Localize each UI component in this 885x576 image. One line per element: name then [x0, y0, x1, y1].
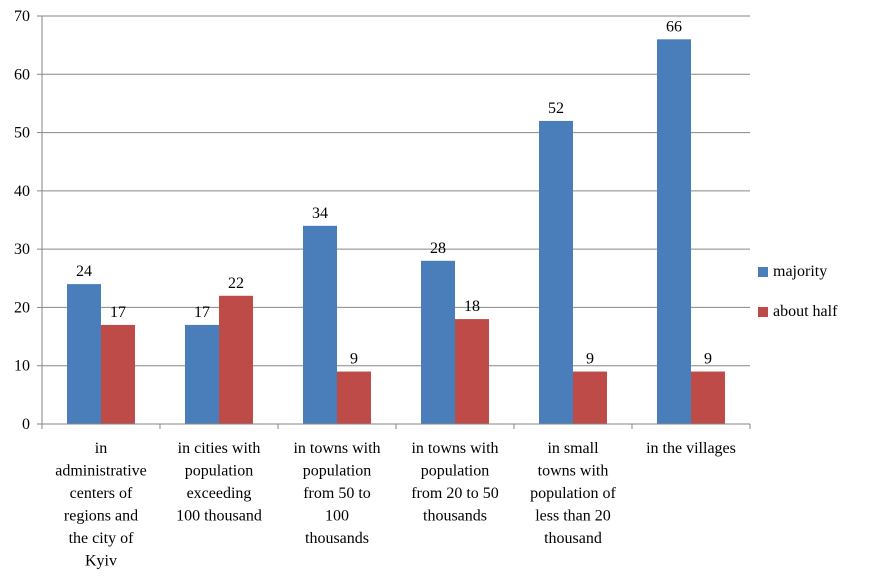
x-tick-label-line: from 50 to — [303, 485, 371, 502]
x-tick-label-line: less than 20 — [535, 508, 611, 525]
gridlines — [42, 15, 750, 367]
x-tick-label-line: in — [95, 440, 107, 457]
bar-about-half — [691, 371, 725, 424]
x-tick-label-line: thousands — [423, 508, 487, 525]
x-tick-label-line: centers of — [70, 485, 133, 502]
axes — [37, 15, 751, 429]
x-tick-label-line: exceeding — [187, 485, 252, 502]
x-tick-label-line: population — [303, 463, 371, 480]
bar-majority — [67, 284, 101, 424]
x-tick-label: in the villages — [646, 440, 736, 457]
data-label: 28 — [430, 240, 446, 257]
bars — [67, 39, 725, 425]
data-label: 17 — [110, 304, 126, 321]
legend-swatch-about-half — [758, 307, 768, 317]
x-tick-label-line: in towns with — [411, 440, 498, 457]
x-tick-label-line: population of — [530, 485, 616, 502]
y-tick-label: 40 — [14, 183, 30, 200]
bar-majority — [185, 324, 219, 424]
data-label: 24 — [76, 263, 92, 280]
bar-about-half — [337, 371, 371, 424]
bar-majority — [421, 260, 455, 424]
y-tick-label: 70 — [14, 8, 30, 25]
x-tick-label-line: towns with — [538, 463, 609, 480]
bar-majority — [657, 39, 691, 425]
x-tick-label: in cities with population exceeding 100 tho… — [176, 440, 262, 525]
data-label: 9 — [350, 351, 358, 368]
legend-item-majority: majority — [758, 262, 837, 282]
y-tick-label: 20 — [14, 299, 30, 316]
x-tick-label-line: in cities with — [178, 440, 261, 457]
x-tick-label-line: population — [185, 463, 253, 480]
legend-item-about-half: about half — [758, 302, 837, 322]
data-label: 18 — [464, 298, 480, 315]
x-tick-label-line: 100 thousand — [176, 508, 262, 525]
data-label: 9 — [586, 351, 594, 368]
x-tick-label: in small towns with population of less than… — [530, 440, 616, 547]
legend-label-about-half: about half — [773, 303, 838, 320]
y-tick-labels: 0 10 20 30 40 50 60 70 — [14, 8, 30, 433]
y-tick-label: 10 — [14, 358, 30, 375]
x-tick-label-line: in towns with — [293, 440, 380, 457]
x-tick-label-line: from 20 to 50 — [411, 485, 499, 502]
y-tick-label: 30 — [14, 241, 30, 258]
x-tick-label-line: in the villages — [646, 440, 736, 457]
data-label: 22 — [228, 275, 244, 292]
y-tick-label: 50 — [14, 125, 30, 142]
data-label: 66 — [666, 18, 682, 35]
x-tick-label-line: the city of — [69, 530, 135, 547]
data-labels: 24 17 34 28 52 66 17 22 9 18 9 9 — [76, 18, 712, 367]
x-tick-label-line: administrative — [55, 463, 147, 480]
x-tick-labels: in administrative centers of regions and the… — [55, 440, 736, 570]
data-label: 34 — [312, 205, 328, 222]
bar-majority — [539, 120, 573, 425]
legend: majority about half — [758, 262, 837, 342]
x-tick-label-line: thousands — [305, 530, 369, 547]
legend-swatch-majority — [758, 267, 768, 277]
x-tick-label-line: population — [421, 463, 489, 480]
x-tick-label-line: regions and — [64, 508, 138, 525]
bar-majority — [303, 225, 337, 424]
x-tick-label-line: in small — [547, 440, 599, 457]
y-tick-label: 60 — [14, 66, 30, 83]
x-tick-label-line: Kyiv — [85, 553, 117, 570]
data-label: 52 — [548, 100, 564, 117]
legend-label-majority: majority — [773, 263, 828, 280]
x-tick-label-line: thousand — [544, 530, 602, 547]
bar-about-half — [455, 319, 489, 424]
data-label: 9 — [704, 351, 712, 368]
data-label: 17 — [194, 304, 210, 321]
x-tick-label: in towns with population from 20 to 50 thou… — [411, 440, 499, 525]
bar-about-half — [573, 371, 607, 424]
y-tick-label: 0 — [22, 416, 30, 433]
x-tick-label: in administrative centers of regions and the… — [55, 440, 147, 570]
bar-about-half — [101, 324, 135, 424]
x-tick-label-line: 100 — [325, 508, 349, 525]
x-tick-label: in towns with population from 50 to 100 thou… — [293, 440, 380, 547]
bar-about-half — [219, 295, 253, 424]
